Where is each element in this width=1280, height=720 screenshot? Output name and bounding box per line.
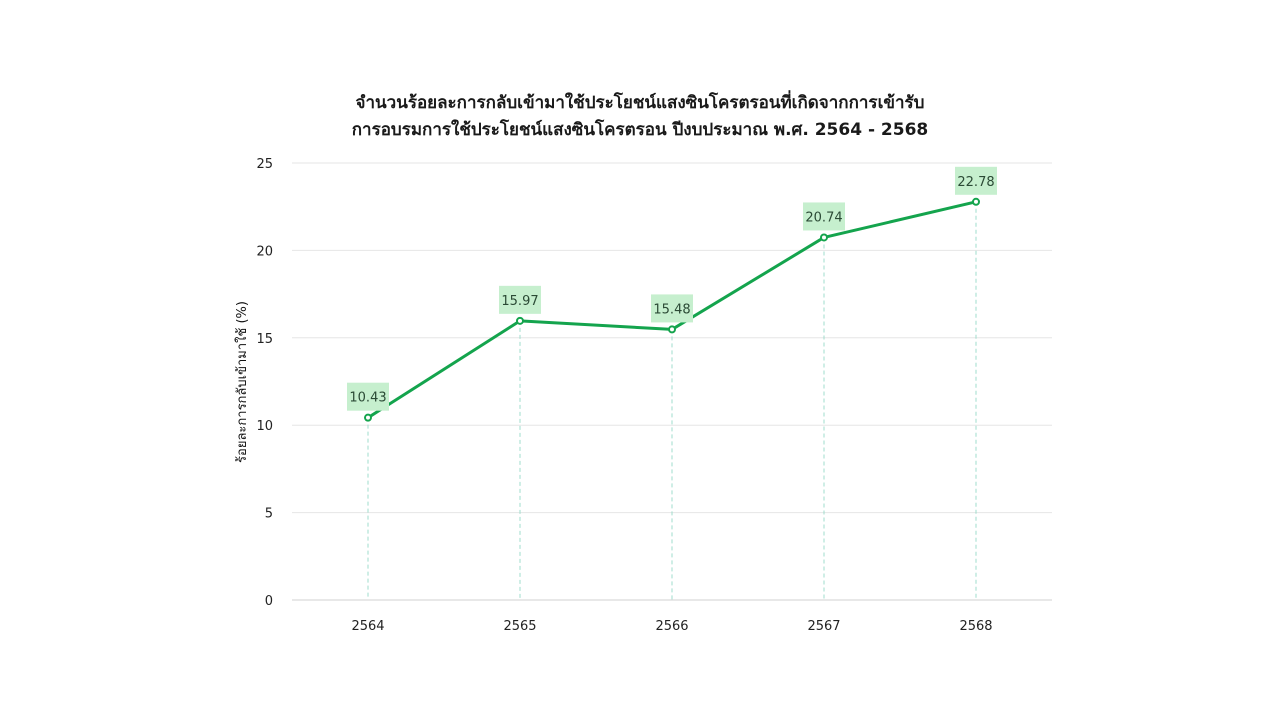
data-point-2568 bbox=[972, 197, 980, 206]
data-point-2567 bbox=[820, 233, 828, 242]
y-tick-label-25: 25 bbox=[256, 157, 273, 172]
x-tick-label-2565: 2565 bbox=[503, 619, 536, 634]
data-label-2567: 20.74 bbox=[805, 210, 842, 225]
data-labels: 10.43 15.97 15.48 20.74 22.78 bbox=[347, 166, 997, 411]
y-tick-label-10: 10 bbox=[256, 419, 273, 434]
data-label-2564: 10.43 bbox=[349, 391, 386, 406]
data-point-2565 bbox=[516, 316, 524, 325]
x-tick-label-2568: 2568 bbox=[959, 619, 992, 634]
x-tick-label-2566: 2566 bbox=[655, 619, 688, 634]
y-axis-title: ร้อยละการกลับเข้ามาใช้ (%) bbox=[234, 301, 250, 463]
y-tick-label-5: 5 bbox=[265, 507, 273, 522]
data-point-2566 bbox=[668, 325, 676, 334]
data-label-bg-2567 bbox=[803, 202, 845, 231]
y-tick-label-15: 15 bbox=[256, 332, 273, 347]
chart-title-line-1: จำนวนร้อยละการกลับเข้ามาใช้ประโยชน์แสงซิ… bbox=[355, 93, 925, 113]
data-label-2566: 15.48 bbox=[653, 302, 690, 317]
data-point-2564 bbox=[364, 413, 372, 422]
data-label-bg-2566 bbox=[651, 294, 693, 323]
y-tick-label-20: 20 bbox=[256, 244, 273, 259]
data-label-2568: 22.78 bbox=[957, 175, 994, 190]
x-tick-label-2567: 2567 bbox=[807, 619, 840, 634]
data-label-bg-2565 bbox=[499, 285, 541, 314]
data-label-bg-2568 bbox=[955, 166, 997, 195]
axes: 0 5 10 15 20 25 2564 2565 2566 2567 2568 bbox=[256, 157, 1052, 634]
series-line-group bbox=[364, 197, 980, 422]
drop-lines bbox=[367, 201, 977, 600]
chart-title-line-2: การอบรมการใช้ประโยชน์แสงซินโครตรอน ปีงบป… bbox=[351, 120, 929, 140]
x-tick-label-2564: 2564 bbox=[351, 619, 384, 634]
y-tick-label-0: 0 bbox=[265, 594, 273, 609]
data-label-2565: 15.97 bbox=[501, 294, 538, 309]
data-label-bg-2564 bbox=[347, 382, 389, 411]
